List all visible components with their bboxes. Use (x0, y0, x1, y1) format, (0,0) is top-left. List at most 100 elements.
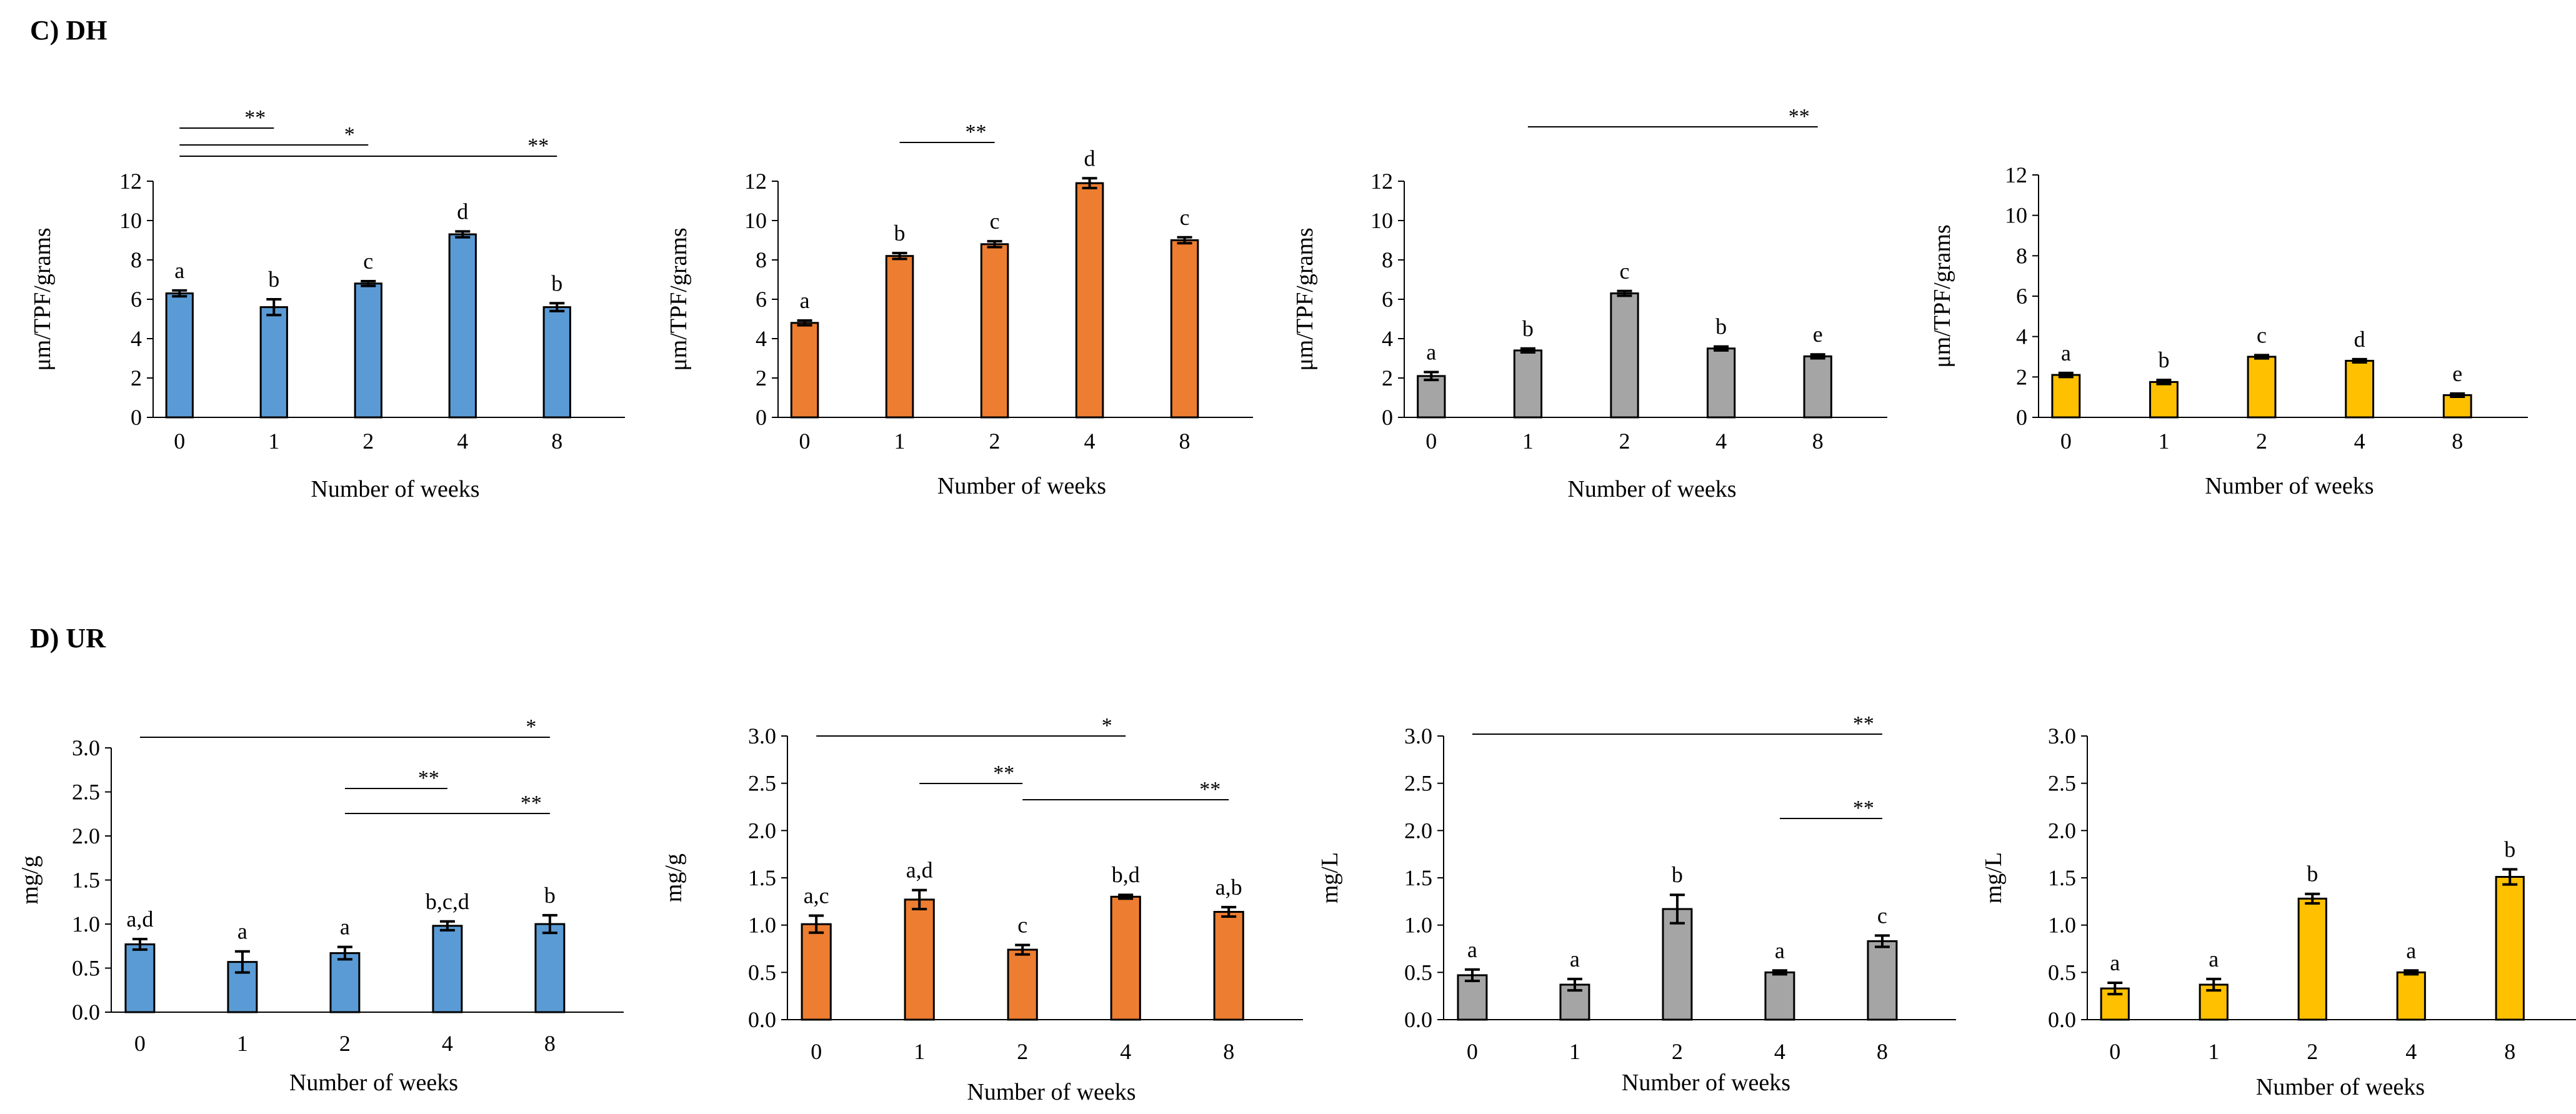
y-tick-label: 0.5 (72, 956, 100, 981)
x-tick-label: 2 (2256, 429, 2267, 454)
bar (1007, 948, 1038, 1021)
bar (259, 306, 288, 419)
y-tick-label: 0.5 (1404, 960, 1432, 985)
significance-letter: b (2307, 862, 2318, 887)
bar (1867, 940, 1898, 1021)
y-tick-label: 1.5 (748, 865, 776, 890)
bar (2247, 356, 2277, 419)
y-tick-label: 2.0 (1404, 818, 1432, 843)
y-axis-label: mg/L (1980, 852, 2007, 903)
x-tick-label: 2 (339, 1031, 351, 1056)
x-tick-label: 8 (2504, 1039, 2515, 1064)
x-tick-label: 0 (2109, 1039, 2120, 1064)
x-tick-label: 8 (544, 1031, 556, 1056)
significance-letter: b (551, 271, 562, 296)
significance-letter: d (457, 199, 468, 224)
y-tick-label: 8 (1382, 247, 1393, 272)
bar (165, 292, 194, 419)
y-tick-label: 6 (2016, 284, 2027, 309)
significance-letter: a (340, 915, 350, 940)
y-tick-label: 12 (119, 169, 142, 194)
x-axis-label: Number of weeks (1622, 1070, 1790, 1096)
x-tick-label: 8 (1223, 1039, 1234, 1064)
x-tick-label: 2 (2307, 1039, 2318, 1064)
x-tick-label: 0 (134, 1031, 146, 1056)
x-tick-label: 1 (894, 429, 906, 454)
significance-stars: ** (1853, 797, 1874, 820)
x-tick-label: 4 (1715, 429, 1727, 454)
bar (2051, 374, 2081, 419)
y-tick-label: 0.5 (2048, 960, 2076, 985)
significance-letter: c (1619, 259, 1629, 284)
significance-letter: b (1522, 316, 1534, 341)
y-tick-label: 12 (1370, 169, 1393, 194)
bar (1213, 910, 1244, 1021)
significance-stars: ** (418, 767, 439, 790)
y-tick-label: 2.5 (1404, 771, 1432, 796)
y-tick-label: 4 (756, 326, 767, 351)
chart-panel-5: 0.0 0.5 1.0 1.5 2.0 2.5 3.0 mg/g Number of weeks… (17, 715, 624, 1096)
significance-stars: ** (527, 134, 549, 157)
bar (1170, 239, 1199, 419)
significance-letter: b (1672, 862, 1683, 887)
x-tick-label: 8 (1812, 429, 1824, 454)
y-tick-label: 6 (131, 287, 142, 312)
significance-letter: c (363, 249, 373, 274)
bar (2442, 394, 2472, 419)
y-tick-label: 2 (131, 366, 142, 390)
significance-letter: e (2452, 361, 2462, 386)
significance-letter: c (1877, 903, 1887, 928)
y-tick-label: 0.0 (2048, 1007, 2076, 1032)
bar (885, 255, 914, 419)
bar (980, 243, 1009, 419)
bar (1803, 355, 1832, 419)
y-tick-label: 6 (756, 287, 767, 312)
x-tick-label: 8 (1179, 429, 1191, 454)
section-label-dh: C) DH (30, 15, 107, 46)
y-tick-label: 1.0 (2048, 913, 2076, 938)
y-tick-label: 0.0 (1404, 1007, 1432, 1032)
x-tick-label: 8 (551, 429, 562, 454)
y-tick-label: 2.0 (72, 823, 100, 848)
significance-letter: b (1715, 314, 1727, 339)
y-tick-label: 0 (131, 405, 142, 430)
chart-panel-7: 0.0 0.5 1.0 1.5 2.0 2.5 3.0 mg/L Number of weeks… (1317, 712, 1956, 1096)
significance-stars: ** (244, 106, 266, 129)
bar (1764, 971, 1795, 1021)
x-tick-label: 1 (2208, 1039, 2219, 1064)
bar (1559, 983, 1590, 1021)
significance-letter: a,d (126, 907, 153, 932)
chart-panel-6: 0.0 0.5 1.0 1.5 2.0 2.5 3.0 mg/g Number of weeks… (661, 714, 1303, 1105)
y-tick-label: 1.5 (1404, 865, 1432, 890)
significance-letter: b (268, 267, 279, 292)
x-tick-label: 1 (2158, 429, 2169, 454)
significance-stars: ** (521, 792, 542, 815)
bar (1513, 349, 1543, 419)
y-tick-label: 0 (2016, 405, 2027, 430)
significance-letter: b (894, 221, 906, 246)
y-tick-label: 1.0 (1404, 913, 1432, 938)
x-axis-label: Number of weeks (289, 1070, 458, 1096)
y-axis-label: μm/TPF/grams (1929, 224, 1955, 367)
y-tick-label: 8 (756, 247, 767, 272)
bar (1610, 292, 1639, 419)
y-tick-label: 12 (2005, 162, 2027, 187)
y-tick-label: 0.0 (748, 1007, 776, 1032)
significance-letter: a (800, 288, 810, 313)
significance-letter: a (2406, 938, 2416, 963)
x-axis-label: Number of weeks (967, 1079, 1136, 1105)
bar (542, 306, 571, 419)
x-axis-label: Number of weeks (311, 476, 479, 502)
bar (1662, 908, 1693, 1021)
significance-letter: a (1467, 937, 1477, 962)
bar (432, 925, 463, 1013)
significance-letter: a (2061, 341, 2071, 366)
bar (1417, 375, 1446, 419)
x-tick-label: 4 (2354, 429, 2365, 454)
significance-letter: b (2158, 347, 2169, 372)
x-tick-label: 0 (1425, 429, 1437, 454)
significance-letter: a (174, 258, 184, 283)
